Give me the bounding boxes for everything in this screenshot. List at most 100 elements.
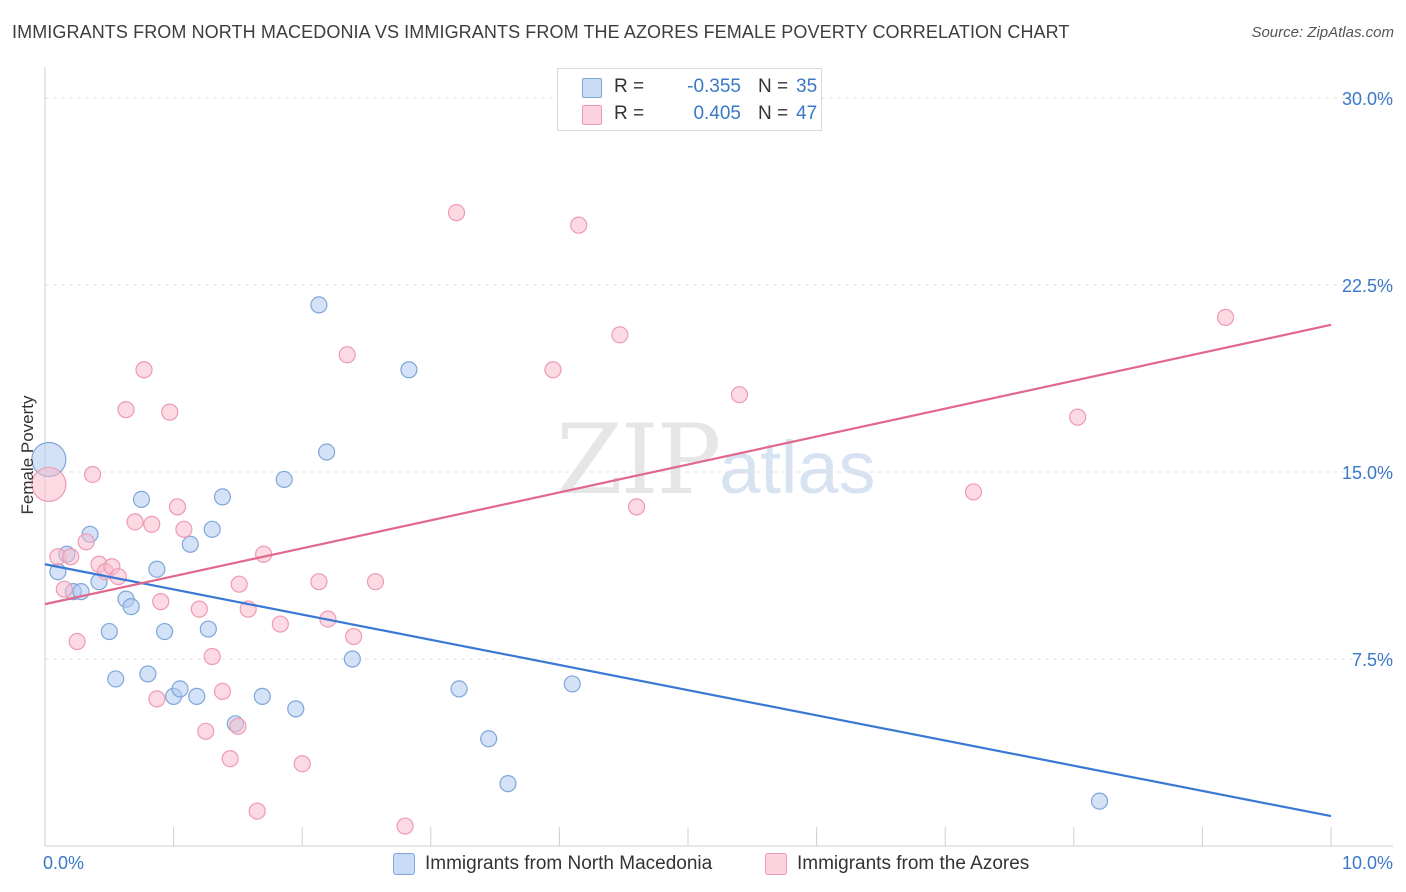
point-north-macedonia — [450, 680, 468, 698]
point-azores — [77, 533, 95, 551]
legend: Immigrants from North Macedonia Immigran… — [0, 852, 1406, 878]
point-azores — [168, 498, 187, 516]
point-azores — [229, 717, 247, 735]
n-value: 47 — [796, 103, 818, 124]
stats-swatch-north-macedonia — [582, 78, 602, 98]
y-tick-label: 22.5% — [1342, 276, 1393, 296]
trend-line-north-macedonia — [44, 563, 1332, 818]
point-north-macedonia — [203, 520, 221, 538]
point-azores — [197, 722, 215, 740]
legend-swatch-north-macedonia — [393, 853, 415, 875]
point-azores — [627, 498, 646, 516]
r-label: R = — [614, 76, 645, 97]
legend-swatch-azores — [765, 853, 787, 875]
point-azores — [148, 690, 166, 708]
point-north-macedonia — [275, 470, 293, 489]
point-north-macedonia — [318, 443, 336, 461]
point-north-macedonia — [287, 700, 305, 718]
point-azores — [611, 326, 629, 344]
point-north-macedonia — [310, 296, 328, 314]
point-north-macedonia — [253, 687, 271, 705]
point-azores — [338, 346, 356, 364]
point-azores — [248, 802, 266, 820]
point-north-macedonia — [122, 598, 140, 616]
tick-labels: 7.5% 15.0% 22.5% 30.0% 0.0% 10.0% — [43, 89, 1393, 873]
point-north-macedonia — [132, 490, 151, 509]
trend-line-azores — [44, 323, 1332, 606]
point-north-macedonia — [499, 775, 517, 793]
point-north-macedonia — [148, 560, 166, 578]
correlation-stats-box: R = -0.355 N = 35 R = 0.405 N = 47 — [557, 68, 822, 131]
point-north-macedonia — [480, 730, 498, 748]
point-north-macedonia — [400, 361, 418, 379]
point-azores — [203, 647, 221, 666]
point-north-macedonia — [213, 488, 232, 506]
point-north-macedonia — [563, 675, 581, 693]
point-azores — [152, 593, 170, 611]
point-azores — [544, 361, 562, 379]
legend-label: Immigrants from North Macedonia — [425, 853, 713, 874]
point-north-macedonia — [171, 680, 189, 698]
point-azores — [570, 216, 588, 234]
point-azores — [117, 401, 135, 419]
point-azores — [221, 750, 239, 768]
point-azores — [175, 520, 193, 538]
r-label: R = — [614, 103, 645, 124]
point-azores — [62, 548, 80, 566]
source-credit: Source: ZipAtlas.com — [1251, 24, 1394, 41]
point-azores — [345, 627, 363, 646]
point-azores — [730, 386, 749, 404]
r-value: -0.355 — [687, 76, 741, 97]
trend-lines — [44, 323, 1332, 818]
y-tick-label: 7.5% — [1352, 650, 1393, 670]
point-azores — [293, 755, 311, 773]
point-azores — [135, 361, 153, 379]
point-north-macedonia — [155, 622, 174, 641]
zipatlas-watermark: ZIPatlas — [556, 404, 876, 516]
point-azores — [213, 682, 232, 701]
n-label: N = — [758, 103, 789, 124]
point-azores — [83, 465, 102, 484]
point-azores — [255, 545, 273, 563]
point-north-macedonia — [100, 622, 118, 641]
point-azores — [396, 817, 414, 835]
point-north-macedonia — [343, 650, 361, 668]
point-north-macedonia — [139, 665, 157, 683]
n-value: 35 — [796, 76, 818, 97]
point-north-macedonia — [181, 535, 199, 553]
y-tick-label: 15.0% — [1342, 463, 1393, 483]
x-tick-label: 10.0% — [1342, 853, 1393, 873]
point-azores — [447, 204, 466, 222]
r-value: 0.405 — [693, 103, 741, 124]
point-azores — [964, 483, 983, 501]
point-azores — [126, 513, 144, 531]
point-azores — [230, 575, 248, 593]
watermark-zip: ZIP — [556, 404, 721, 516]
axes — [44, 67, 1393, 847]
point-north-macedonia — [199, 620, 217, 638]
point-azores — [310, 573, 328, 591]
chart-title: IMMIGRANTS FROM NORTH MACEDONIA VS IMMIG… — [12, 22, 1070, 42]
point-azores — [1216, 308, 1235, 326]
y-axis-label: Female Poverty — [18, 395, 37, 515]
point-azores — [366, 573, 385, 591]
point-azores — [55, 580, 73, 598]
point-azores — [271, 615, 289, 633]
point-azores — [31, 466, 67, 503]
point-azores — [143, 515, 161, 533]
x-tick-label: 0.0% — [43, 853, 84, 873]
point-azores — [161, 403, 179, 421]
stats-swatch-azores — [582, 105, 602, 125]
data-points — [31, 204, 1235, 835]
legend-label: Immigrants from the Azores — [797, 853, 1030, 874]
point-north-macedonia — [188, 687, 206, 705]
point-north-macedonia — [107, 670, 125, 688]
point-azores — [1069, 408, 1087, 426]
y-tick-label: 30.0% — [1342, 89, 1393, 109]
point-north-macedonia — [1090, 792, 1109, 810]
gridlines — [45, 97, 1393, 660]
point-azores — [190, 600, 208, 618]
point-azores — [68, 632, 86, 651]
n-label: N = — [758, 76, 789, 97]
